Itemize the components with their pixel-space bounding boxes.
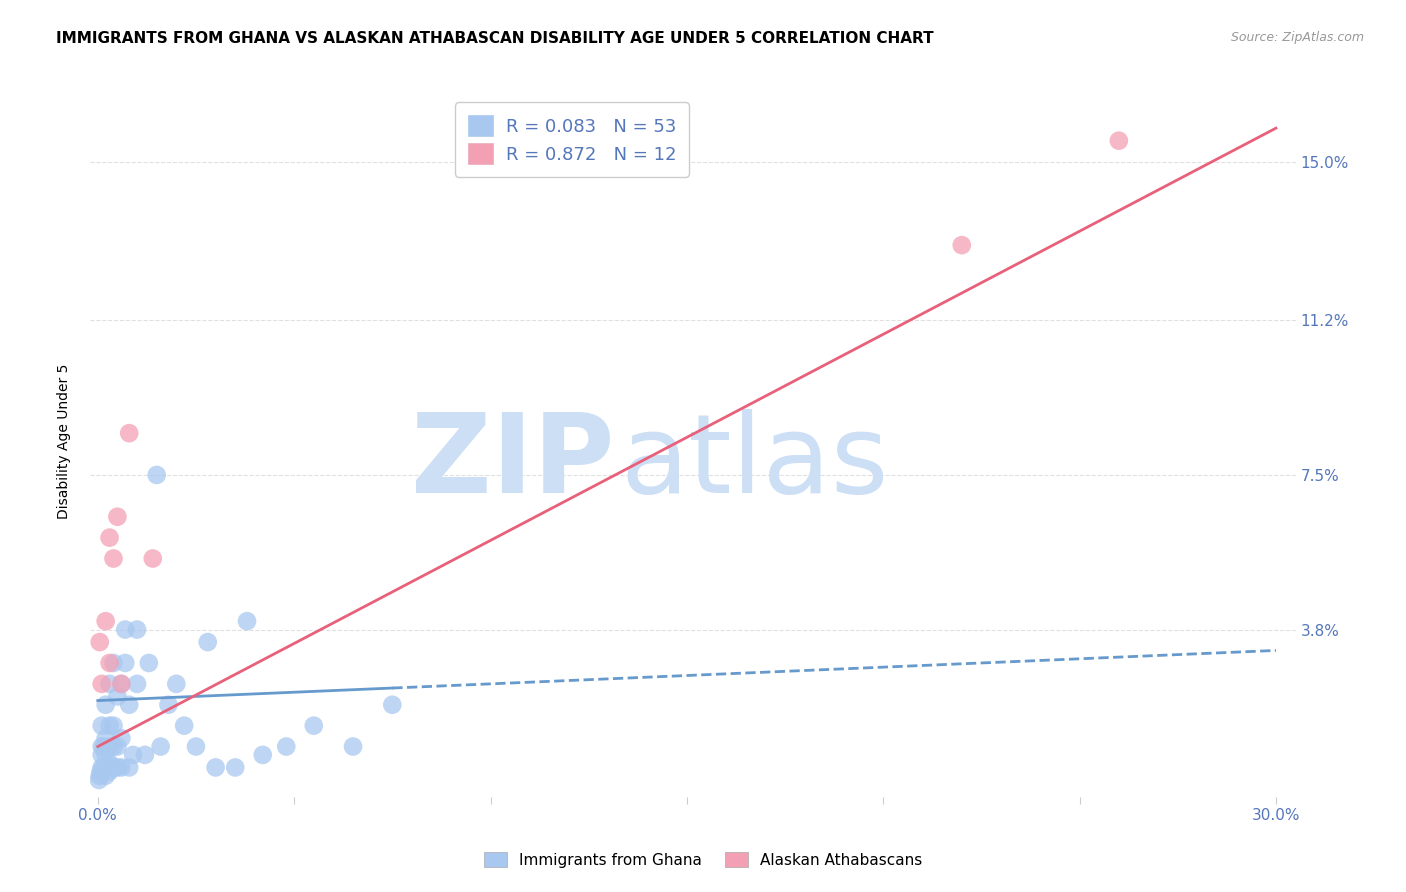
Point (94, 760, 117, 774)
Point (107, 690, 129, 704)
Point (110, 731, 132, 746)
Point (114, 656, 136, 670)
Point (98, 531, 121, 545)
Point (94, 769, 117, 783)
Point (184, 739, 207, 754)
Point (173, 719, 195, 733)
Point (103, 656, 125, 670)
Point (157, 698, 180, 712)
Point (197, 635, 219, 649)
Point (114, 623, 136, 637)
Point (98, 756, 121, 771)
Point (94, 731, 117, 746)
Point (103, 760, 125, 774)
Point (107, 739, 129, 754)
Point (950, 238, 973, 252)
Point (90, 764, 112, 779)
Point (204, 760, 226, 774)
Point (381, 698, 404, 712)
Point (107, 509, 129, 524)
Point (94, 614, 117, 628)
Point (103, 719, 125, 733)
Point (125, 623, 148, 637)
Point (224, 760, 246, 774)
Point (110, 677, 132, 691)
Point (125, 677, 148, 691)
Point (276, 739, 298, 754)
Text: IMMIGRANTS FROM GHANA VS ALASKAN ATHABASCAN DISABILITY AGE UNDER 5 CORRELATION C: IMMIGRANTS FROM GHANA VS ALASKAN ATHABAS… (56, 31, 934, 46)
Point (118, 698, 141, 712)
Point (98, 677, 121, 691)
Point (89, 769, 111, 783)
Point (252, 747, 274, 762)
Point (93, 739, 115, 754)
Point (165, 677, 187, 691)
Point (1108, 134, 1130, 148)
Point (98, 739, 121, 754)
Y-axis label: Disability Age Under 5: Disability Age Under 5 (58, 364, 72, 519)
Point (89, 635, 111, 649)
Point (138, 656, 160, 670)
Point (98, 764, 121, 779)
Point (103, 739, 125, 754)
Text: Source: ZipAtlas.com: Source: ZipAtlas.com (1230, 31, 1364, 45)
Point (94, 747, 117, 762)
Point (236, 614, 259, 628)
Point (90, 747, 112, 762)
Point (90, 739, 112, 754)
Legend: R = 0.083   N = 53, R = 0.872   N = 12: R = 0.083 N = 53, R = 0.872 N = 12 (456, 103, 689, 177)
Point (149, 739, 172, 754)
Point (118, 760, 141, 774)
Point (87, 772, 110, 787)
Point (118, 426, 141, 441)
Point (302, 719, 325, 733)
Point (110, 677, 132, 691)
Point (94, 698, 117, 712)
Point (90, 677, 112, 691)
Point (90, 760, 112, 774)
Point (98, 719, 121, 733)
Point (134, 747, 156, 762)
Point (145, 467, 167, 482)
Point (122, 747, 145, 762)
Point (110, 760, 132, 774)
Point (90, 719, 112, 733)
Text: ZIP: ZIP (411, 409, 614, 516)
Legend: Immigrants from Ghana, Alaskan Athabascans: Immigrants from Ghana, Alaskan Athabasca… (477, 844, 929, 875)
Text: atlas: atlas (620, 409, 889, 516)
Point (93, 760, 115, 774)
Point (98, 656, 121, 670)
Point (142, 551, 165, 566)
Point (103, 551, 125, 566)
Point (107, 760, 129, 774)
Point (342, 739, 364, 754)
